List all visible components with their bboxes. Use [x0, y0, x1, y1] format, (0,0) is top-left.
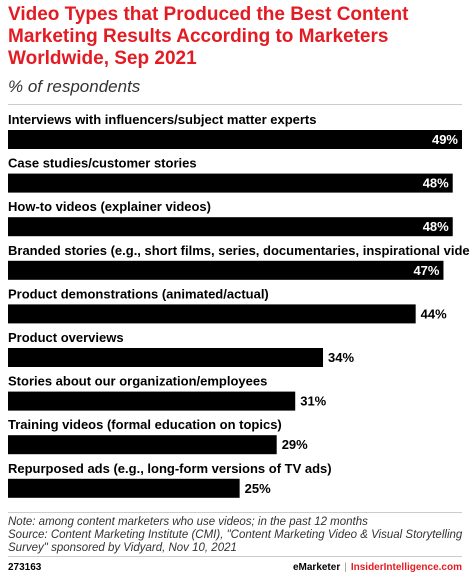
brand-emarketer: eMarketer — [292, 562, 341, 573]
brand-insider-intelligence: InsiderIntelligence.com — [350, 562, 462, 573]
value-label: 47% — [413, 263, 439, 278]
category-label: Training videos (formal education on top… — [8, 417, 282, 432]
chart-subtitle: % of respondents — [8, 77, 141, 96]
value-label: 48% — [423, 219, 449, 234]
chart-id: 273163 — [8, 562, 42, 573]
value-label: 49% — [432, 132, 458, 147]
bottom-divider — [8, 512, 462, 513]
chart-notes: Note: among content marketers who use vi… — [8, 516, 463, 555]
bar — [8, 173, 453, 193]
category-label: Case studies/customer stories — [8, 156, 197, 171]
source-text-line1: Source: Content Marketing Institute (CMI… — [8, 529, 463, 541]
value-label: 44% — [421, 306, 447, 321]
bar — [8, 478, 240, 498]
bar — [8, 260, 444, 280]
category-label: Product overviews — [8, 330, 124, 345]
bar — [8, 391, 296, 411]
footer-divider — [8, 556, 462, 557]
value-label: 48% — [423, 176, 449, 191]
value-label: 29% — [282, 437, 308, 452]
bar-chart: Interviews with influencers/subject matt… — [8, 112, 470, 498]
category-label: Stories about our organization/employees — [8, 374, 267, 389]
bar — [8, 130, 462, 149]
category-label: Product demonstrations (animated/actual) — [8, 286, 269, 301]
note-text: Note: among content marketers who use vi… — [8, 516, 368, 528]
category-label: How-to videos (explainer videos) — [8, 199, 211, 214]
bar — [8, 435, 277, 455]
footer-brand: eMarketer | InsiderIntelligence.com — [293, 562, 462, 573]
bar — [8, 304, 416, 324]
category-label: Interviews with influencers/subject matt… — [8, 112, 317, 127]
source-text-line2: Survey" sponsored by Vidyard, Nov 10, 20… — [8, 542, 237, 554]
value-label: 25% — [245, 481, 271, 496]
bar — [8, 217, 453, 237]
value-label: 31% — [300, 394, 326, 409]
value-label: 34% — [328, 350, 354, 365]
bar — [8, 348, 324, 367]
category-label: Repurposed ads (e.g., long-form versions… — [8, 461, 332, 476]
brand-separator: | — [344, 562, 347, 573]
top-divider — [8, 104, 462, 105]
chart-title: Video Types that Produced the Best Conte… — [8, 4, 409, 69]
category-label: Branded stories (e.g., short films, seri… — [8, 243, 470, 258]
